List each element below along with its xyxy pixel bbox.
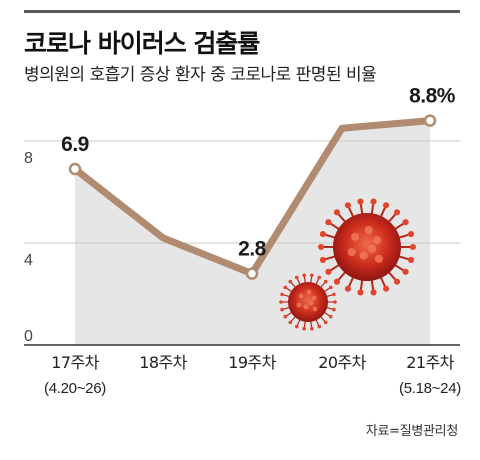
virus-large-spike-tip (333, 209, 341, 216)
virus-small-spike-tip (280, 292, 284, 297)
virus-small-bump (298, 293, 304, 299)
virus-small-spike-tip (323, 279, 328, 284)
virus-large-spike-tip (357, 289, 364, 296)
virus-small-spike-tip (328, 285, 333, 290)
virus-small-spike-tip (294, 275, 299, 280)
virus-small-spike-tip (280, 307, 284, 312)
virus-large-bump (351, 232, 360, 241)
virus-large-spike-tip (370, 289, 377, 296)
virus-large-body (333, 213, 401, 281)
virus-large-spike-tip (344, 202, 351, 209)
data-label-2: 2.8 (238, 238, 267, 261)
virus-large (318, 198, 416, 296)
virus-small-spike-tip (332, 292, 336, 297)
virus-small-spike-tip (302, 326, 306, 331)
y-tick-label-8: 8 (24, 150, 33, 167)
top-rule (24, 10, 460, 13)
virus-small-bump (312, 306, 318, 312)
virus-large-spike-tip (370, 198, 377, 205)
virus-small-bump (311, 295, 317, 301)
virus-small-spike-tip (288, 279, 293, 284)
virus-large-spike-tip (344, 285, 351, 292)
virus-small-spike-tip (323, 320, 328, 325)
x-tick-sublabel-0: (4.20~26) (44, 380, 106, 397)
virus-small-bump (308, 300, 314, 306)
x-tick-sublabel-4: (5.18~24) (399, 380, 461, 397)
virus-small-spike-tip (333, 300, 337, 304)
virus-small-spike-tip (283, 285, 288, 290)
virus-large-spike-tip (383, 285, 390, 292)
virus-small-spike-tip (294, 324, 299, 329)
virus-small-spike-tip (310, 273, 314, 278)
virus-small-spike-tip (317, 324, 322, 329)
virus-large-spike-tip (407, 231, 415, 238)
virus-small-spike-tip (310, 326, 314, 331)
virus-large-spike-tip (409, 243, 416, 251)
virus-small-spike-tip (317, 275, 322, 280)
y-tick-label-4: 4 (24, 252, 33, 269)
virus-small-spike-tip (302, 273, 306, 278)
x-tick-label-1: 18주차 (139, 353, 187, 372)
virus-small (279, 273, 337, 331)
virus-small-spike-tip (332, 307, 336, 312)
virus-large-bump (373, 236, 382, 245)
virus-illustration-layer (279, 198, 416, 331)
x-tick-label-0: 17주차 (51, 353, 99, 372)
data-label-0: 6.9 (61, 133, 89, 156)
virus-large-spike-tip (393, 278, 401, 285)
virus-large-spike-tip (393, 209, 401, 216)
virus-large-spike-tip (319, 256, 327, 263)
virus-large-spike-tip (318, 243, 325, 251)
virus-small-spike-tip (279, 300, 283, 304)
plot-area: 0 4 8 (24, 120, 460, 346)
virus-large-spike-tip (357, 198, 364, 205)
virus-small-bump (306, 289, 312, 295)
marks-layer: 6.9 2.8 8.8% 17주차 (4.20~26) 18주차 19주차 20주차 21주차 (… (44, 85, 462, 397)
virus-large-spike-tip (325, 219, 332, 226)
virus-large-spike-tip (402, 219, 409, 226)
data-label-4: 8.8% (409, 85, 456, 108)
virus-large-spike-tip (407, 256, 415, 263)
virus-large-spike-tip (383, 202, 390, 209)
virus-large-bump (359, 251, 368, 260)
virus-large-bump (374, 254, 383, 263)
virus-large-spike-tip (402, 268, 409, 275)
source-note: 자료=질병관리청 (365, 424, 459, 439)
virus-small-spike-tip (288, 320, 293, 325)
virus-small-spike-tip (283, 314, 288, 319)
virus-large-spike-tip (319, 231, 327, 238)
virus-small-bump (303, 304, 309, 310)
chart-title: 코로나 바이러스 검출률 (24, 29, 260, 58)
virus-large-spike-tip (333, 278, 341, 285)
virus-large-bump (368, 244, 377, 253)
data-point-0 (68, 162, 82, 176)
virus-large-spike-tip (325, 268, 332, 275)
virus-large-bump (347, 248, 356, 257)
data-point-2 (245, 267, 259, 280)
y-tick-label-0: 0 (24, 328, 33, 345)
virus-small-spike-tip (328, 314, 333, 319)
virus-large-bump (364, 225, 373, 235)
chart-canvas: 0 4 8 6.9 2.8 8.8% 17주차 (4.20~26) 18주차 19주차 20주차 2… (24, 85, 462, 397)
x-tick-label-3: 20주차 (318, 353, 366, 372)
x-tick-label-4: 21주차 (406, 353, 454, 372)
data-point-4 (423, 114, 437, 127)
virus-small-body (288, 282, 328, 322)
virus-small-bump (296, 302, 302, 308)
chart-subtitle: 병의원의 호흡기 증상 환자 중 코로나로 판명된 비율 (24, 65, 377, 85)
area-fill (75, 120, 430, 345)
x-tick-label-2: 19주차 (228, 353, 276, 372)
